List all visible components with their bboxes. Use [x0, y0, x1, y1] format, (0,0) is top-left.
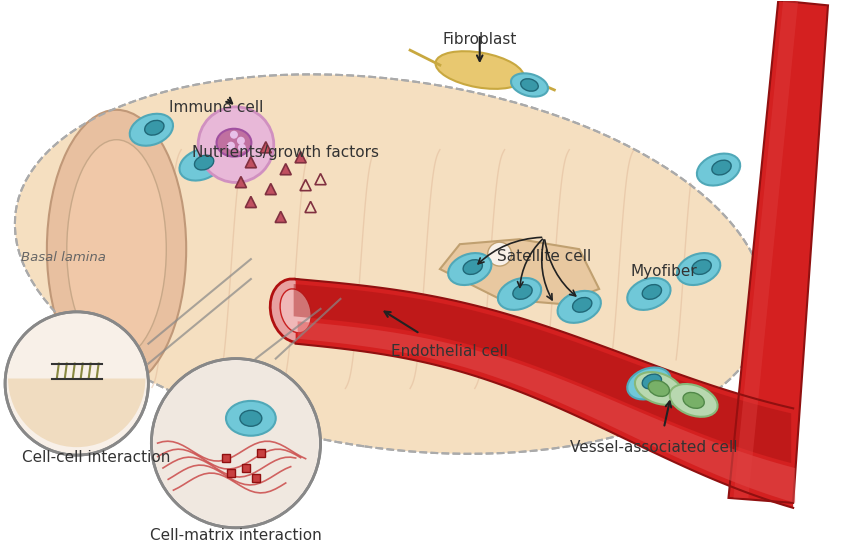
- Ellipse shape: [649, 381, 670, 396]
- Text: Fibroblast: Fibroblast: [443, 32, 517, 47]
- Text: Cell-cell interaction: Cell-cell interaction: [22, 450, 170, 465]
- Polygon shape: [246, 196, 257, 207]
- Ellipse shape: [14, 74, 766, 454]
- Ellipse shape: [498, 278, 541, 310]
- Polygon shape: [296, 279, 793, 508]
- Bar: [222, 454, 230, 462]
- Ellipse shape: [67, 140, 167, 359]
- Ellipse shape: [47, 110, 186, 389]
- Text: Nutrients/growth factors: Nutrients/growth factors: [192, 145, 379, 160]
- Text: Cell-matrix interaction: Cell-matrix interaction: [150, 528, 322, 543]
- Circle shape: [237, 137, 245, 145]
- Ellipse shape: [448, 253, 491, 285]
- Ellipse shape: [280, 289, 311, 333]
- Ellipse shape: [513, 285, 532, 299]
- Text: Basal lamina: Basal lamina: [21, 251, 106, 264]
- Ellipse shape: [511, 73, 548, 97]
- Circle shape: [230, 131, 238, 139]
- Ellipse shape: [635, 372, 683, 405]
- Circle shape: [227, 141, 235, 150]
- Circle shape: [5, 312, 149, 455]
- Bar: [242, 464, 250, 472]
- Polygon shape: [260, 141, 271, 153]
- Polygon shape: [440, 239, 599, 304]
- Polygon shape: [246, 157, 257, 168]
- Ellipse shape: [435, 51, 524, 89]
- Polygon shape: [728, 1, 828, 503]
- Circle shape: [488, 242, 512, 266]
- Polygon shape: [265, 183, 276, 195]
- Ellipse shape: [677, 253, 720, 285]
- Text: Myofiber: Myofiber: [631, 264, 697, 279]
- Bar: [252, 474, 260, 482]
- Ellipse shape: [627, 367, 671, 400]
- Ellipse shape: [130, 114, 173, 146]
- Polygon shape: [295, 151, 306, 163]
- Ellipse shape: [683, 392, 705, 408]
- Ellipse shape: [179, 149, 223, 181]
- Ellipse shape: [627, 278, 671, 310]
- Text: Vessel-associated cell: Vessel-associated cell: [570, 440, 738, 455]
- Polygon shape: [275, 211, 286, 222]
- Ellipse shape: [558, 291, 601, 323]
- Ellipse shape: [144, 120, 164, 135]
- Ellipse shape: [697, 154, 740, 186]
- Ellipse shape: [270, 279, 321, 343]
- Ellipse shape: [711, 160, 731, 175]
- Circle shape: [238, 144, 246, 151]
- Ellipse shape: [226, 401, 275, 435]
- Circle shape: [153, 361, 319, 526]
- Ellipse shape: [670, 384, 717, 417]
- Polygon shape: [280, 164, 292, 175]
- Circle shape: [151, 359, 320, 528]
- Ellipse shape: [217, 129, 252, 157]
- Ellipse shape: [195, 155, 213, 170]
- Polygon shape: [235, 177, 246, 188]
- Bar: [257, 449, 265, 457]
- Text: Immune cell: Immune cell: [169, 100, 264, 115]
- Text: Satellite cell: Satellite cell: [497, 249, 592, 264]
- Circle shape: [198, 107, 274, 182]
- Ellipse shape: [692, 260, 711, 274]
- Ellipse shape: [643, 285, 661, 299]
- Wedge shape: [8, 378, 145, 447]
- Ellipse shape: [643, 374, 661, 389]
- Text: Endothelial cell: Endothelial cell: [391, 344, 508, 359]
- Ellipse shape: [573, 297, 592, 312]
- Polygon shape: [298, 321, 795, 503]
- Polygon shape: [293, 284, 791, 463]
- Ellipse shape: [47, 386, 106, 424]
- Polygon shape: [734, 1, 798, 498]
- Bar: [227, 469, 235, 477]
- Ellipse shape: [521, 79, 538, 91]
- Ellipse shape: [240, 410, 262, 427]
- Ellipse shape: [463, 260, 483, 274]
